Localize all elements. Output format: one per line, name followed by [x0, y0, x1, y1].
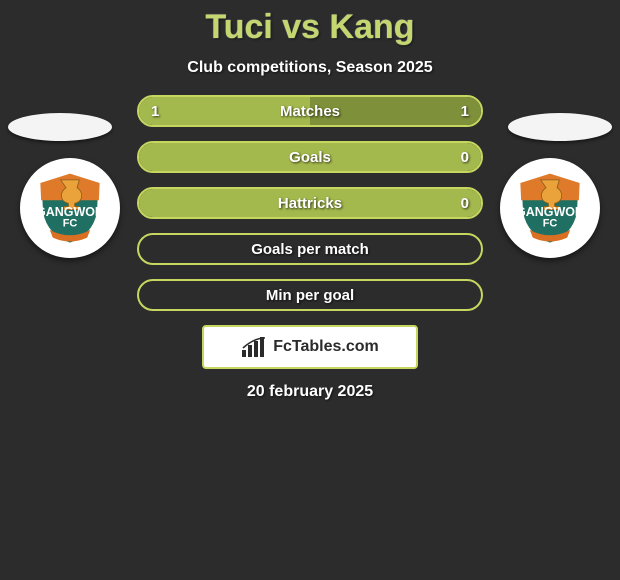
svg-text:GANGWON: GANGWON	[516, 205, 584, 219]
stat-row: Goals0	[137, 141, 483, 173]
svg-text:FC: FC	[63, 218, 78, 230]
stat-row: 1Matches1	[137, 95, 483, 127]
comparison-arena: GANGWON FC GANGWON FC 1Matches1Goals0Hat…	[0, 95, 620, 401]
player-shadow-right	[508, 113, 612, 141]
stat-value-right: 0	[449, 189, 481, 217]
watermark-text: FcTables.com	[273, 338, 379, 356]
stat-row: Goals per match	[137, 233, 483, 265]
team-crest-right-icon: GANGWON FC	[511, 169, 589, 247]
watermark: FcTables.com	[202, 325, 418, 369]
stat-label: Goals	[139, 143, 481, 171]
stat-label: Min per goal	[139, 281, 481, 309]
stat-label: Hattricks	[139, 189, 481, 217]
team-crest-left-icon: GANGWON FC	[31, 169, 109, 247]
svg-text:FC: FC	[543, 218, 558, 230]
comparison-date: 20 february 2025	[0, 383, 620, 401]
stat-value-right: 0	[449, 143, 481, 171]
page-title: Tuci vs Kang	[0, 0, 620, 47]
stat-label: Goals per match	[139, 235, 481, 263]
stat-row: Hattricks0	[137, 187, 483, 219]
chart-bars-icon	[241, 336, 267, 358]
team-badge-left: GANGWON FC	[20, 158, 120, 258]
stat-value-right	[457, 281, 481, 309]
player-shadow-left	[8, 113, 112, 141]
stat-row: Min per goal	[137, 279, 483, 311]
svg-text:GANGWON: GANGWON	[36, 205, 104, 219]
team-badge-right: GANGWON FC	[500, 158, 600, 258]
stat-value-right	[457, 235, 481, 263]
stat-label: Matches	[139, 97, 481, 125]
stats-container: 1Matches1Goals0Hattricks0Goals per match…	[137, 95, 483, 311]
stat-value-right: 1	[449, 97, 481, 125]
page-subtitle: Club competitions, Season 2025	[0, 59, 620, 77]
